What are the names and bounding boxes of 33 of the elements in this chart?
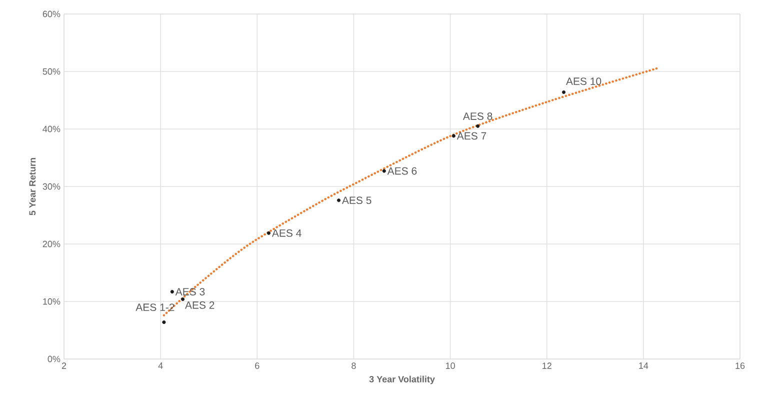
point [476,124,480,128]
point [170,290,174,294]
x-axis-title: 3 Year Volatility [369,376,435,384]
x-tick-label: 2 [62,362,66,369]
x-tick-label: 10 [446,362,455,369]
x-tick-label: 4 [158,362,163,369]
point [452,134,456,138]
y-axis-title: 5 Year Return [29,158,36,216]
y-tick-label: 0% [48,356,60,362]
y-tick-label: 30% [42,183,60,190]
point [162,320,166,324]
point [180,297,185,301]
point [562,90,566,94]
point [336,198,341,202]
y-tick-label: 20% [42,240,60,248]
annotation: AES 4 [272,229,302,237]
annotation: AES 7 [456,132,486,140]
x-tick-label: 14 [639,362,648,369]
point [382,169,386,173]
annotation: AES 5 [342,196,372,204]
y-tick-label: 40% [42,126,60,132]
x-tick-label: 8 [352,362,356,369]
x-tick-label: 12 [542,362,552,369]
annotation: AES 6 [387,167,417,175]
x-tick-label: 16 [736,362,745,369]
annotation: AES 8 [462,112,492,120]
point [266,231,271,235]
annotation: AES 10 [566,78,602,86]
x-tick-label: 6 [255,362,260,369]
annotation: AES 2 [185,301,214,309]
y-tick-label: 60% [42,10,60,18]
y-tick-label: 10% [43,298,60,305]
y-tick-label: 50% [42,68,60,75]
